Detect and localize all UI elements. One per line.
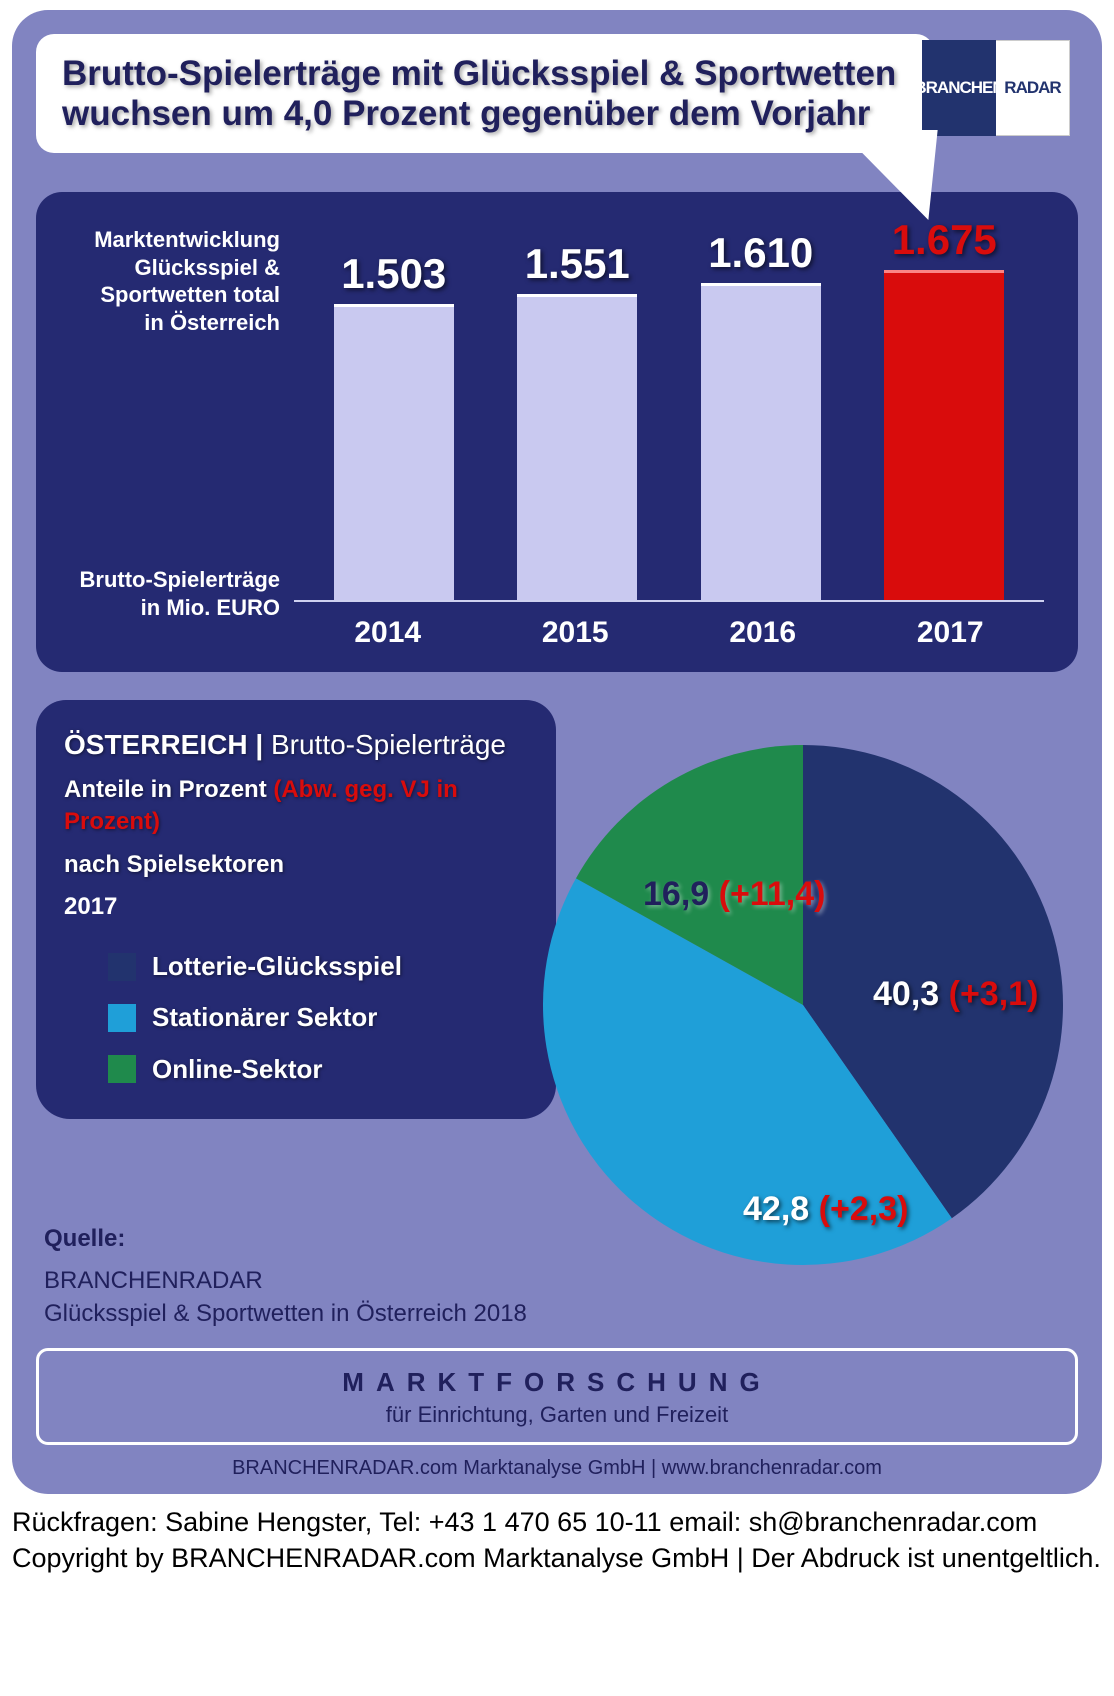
side-bot-l2: in Mio. EURO [70,594,280,622]
side-top-l1: Marktentwicklung [70,226,280,254]
legend-item-0: Lotterie-Glücksspiel [108,949,528,984]
title-line2: wuchsen um 4,0 Prozent gegenüber dem Vor… [62,94,908,134]
bar-side-text: Marktentwicklung Glücksspiel & Sportwett… [70,222,280,650]
bars-container: 1.5031.5511.6101.675 2014201520162017 [294,222,1044,650]
side-top-l2: Glücksspiel & [70,254,280,282]
bottom-l1: Rückfragen: Sabine Hengster, Tel: +43 1 … [12,1504,1102,1540]
bar-col-2016: 1.610 [686,229,836,600]
pie-header-bold: ÖSTERREICH | [64,729,263,760]
source-l2: Glücksspiel & Sportwetten in Österreich … [44,1298,527,1330]
card-footer-line: BRANCHENRADAR.com Marktanalyse GmbH | ww… [36,1457,1078,1480]
bar-xaxis-2016: 2016 [688,616,838,650]
pie-sub-l2: nach Spielsektoren [64,849,528,881]
bar-rect-2014 [334,304,454,600]
bar-col-2015: 1.551 [502,240,652,600]
bar-value-2014: 1.503 [319,250,469,298]
legend-item-1: Stationärer Sektor [108,1000,528,1035]
bar-col-2017: 1.675 [869,216,1019,600]
marktforschung-box: MARKTFORSCHUNG für Einrichtung, Garten u… [36,1348,1078,1445]
pie-header: ÖSTERREICH | Brutto-Spielerträge [64,726,528,764]
legend-label-1: Stationärer Sektor [152,1000,377,1035]
pie-year: 2017 [64,891,528,923]
mf-row1: MARKTFORSCHUNG [49,1367,1065,1398]
legend-swatch-0 [108,953,136,981]
bottom-l2: Copyright by BRANCHENRADAR.com Marktanal… [12,1540,1102,1576]
legend-swatch-2 [108,1055,136,1083]
page-bottom-text: Rückfragen: Sabine Hengster, Tel: +43 1 … [12,1504,1102,1577]
title-bubble: Brutto-Spielerträge mit Glücksspiel & Sp… [36,34,934,153]
bar-value-2016: 1.610 [686,229,836,277]
pie-sub-l1a: Anteile in Prozent [64,776,273,803]
bar-rect-2017 [884,270,1004,600]
side-top-l3: Sportwetten total [70,281,280,309]
logo-right: RADAR [996,40,1070,136]
side-bot-l1: Brutto-Spielerträge [70,566,280,594]
pie-chart: 40,3 (+3,1) 42,8 (+2,3) 16,9 (+11,4) [528,730,1078,1280]
bar-value-2017: 1.675 [869,216,1019,264]
bar-xaxis-2017: 2017 [875,616,1025,650]
pie-sub-l1: Anteile in Prozent (Abw. geg. VJ in Proz… [64,774,528,839]
pie-section: ÖSTERREICH | Brutto-Spielerträge Anteile… [36,700,1078,1340]
legend-item-2: Online-Sektor [108,1052,528,1087]
pie-legend-panel: ÖSTERREICH | Brutto-Spielerträge Anteile… [36,700,556,1119]
logo-left: BRANCHEN [922,40,996,136]
legend-label-0: Lotterie-Glücksspiel [152,949,402,984]
bar-value-2015: 1.551 [502,240,652,288]
side-top-l4: in Österreich [70,309,280,337]
bar-rect-2016 [701,283,821,600]
pie-header-thin: Brutto-Spielerträge [263,729,506,760]
source-label: Quelle: [44,1223,527,1255]
pie-slice-label-1: 42,8 (+2,3) [743,1190,908,1229]
bar-col-2014: 1.503 [319,250,469,600]
infographic-card: Brutto-Spielerträge mit Glücksspiel & Sp… [12,10,1102,1494]
bar-rect-2015 [517,294,637,600]
mf-row2: für Einrichtung, Garten und Freizeit [49,1402,1065,1428]
source-l1: BRANCHENRADAR [44,1265,527,1297]
legend-swatch-1 [108,1004,136,1032]
bar-chart-panel: Marktentwicklung Glücksspiel & Sportwett… [36,192,1078,672]
bar-xaxis-2014: 2014 [313,616,463,650]
source-block: Quelle: BRANCHENRADAR Glücksspiel & Spor… [44,1223,527,1330]
legend-label-2: Online-Sektor [152,1052,322,1087]
title-line1: Brutto-Spielerträge mit Glücksspiel & Sp… [62,54,908,94]
pie-slice-label-0: 40,3 (+3,1) [873,975,1038,1014]
header: Brutto-Spielerträge mit Glücksspiel & Sp… [36,34,1078,170]
pie-slice-label-2: 16,9 (+11,4) [643,875,825,914]
bar-xaxis-2015: 2015 [500,616,650,650]
brand-logo: BRANCHEN RADAR [922,40,1070,136]
